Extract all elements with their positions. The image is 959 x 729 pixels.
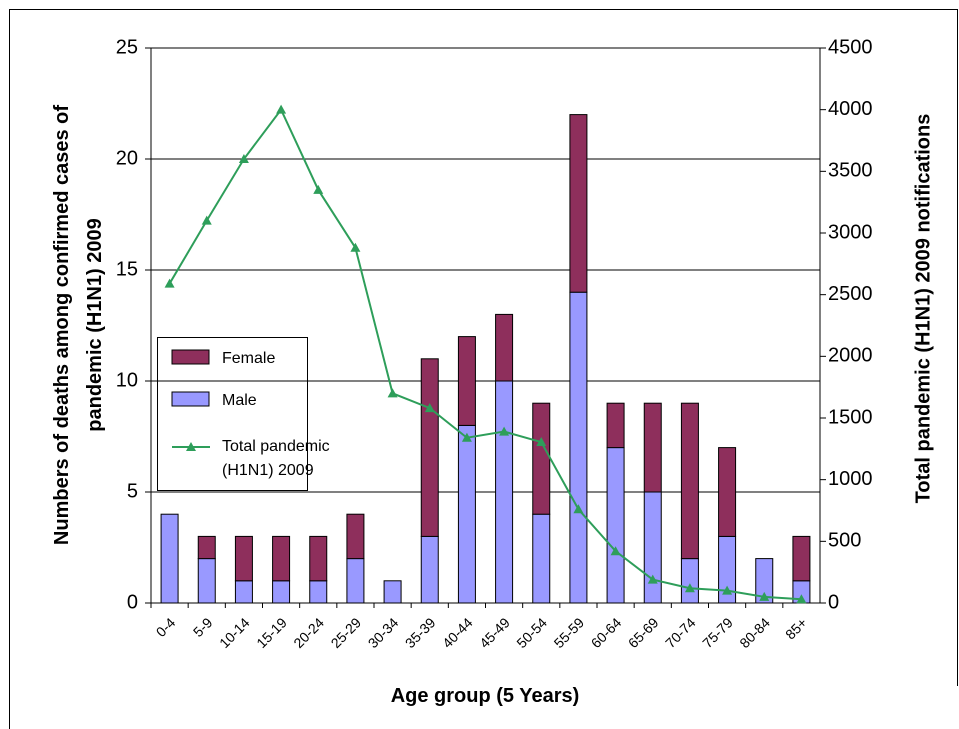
bar — [346, 513, 365, 560]
x-tick-label: 25-29 — [328, 614, 365, 651]
bar — [457, 424, 476, 604]
x-tick-label: 75-79 — [699, 614, 736, 651]
x-tick-label: 50-54 — [513, 614, 550, 651]
x-tick-label: 60-64 — [588, 614, 625, 651]
line-marker — [313, 184, 324, 194]
bar — [272, 580, 291, 604]
bar — [346, 558, 365, 604]
bar — [420, 535, 439, 604]
legend-swatch — [171, 349, 210, 365]
bar — [569, 114, 588, 293]
line-marker — [722, 585, 733, 595]
line-marker — [387, 388, 398, 398]
line-marker — [573, 504, 584, 514]
x-tick-label: 0-4 — [153, 614, 179, 640]
line-marker — [238, 154, 249, 163]
y2-tick-label: 3000 — [828, 221, 873, 243]
y2-tick-label: 4000 — [828, 98, 873, 120]
line-marker — [350, 242, 361, 252]
y-tick-label: 25 — [116, 36, 138, 58]
bar — [643, 491, 662, 604]
bar — [383, 580, 402, 604]
legend-swatch — [171, 391, 210, 407]
bar — [197, 558, 216, 604]
bar — [680, 402, 699, 560]
legend-label: Male — [222, 392, 257, 409]
y2-tick-label: 2000 — [828, 345, 873, 367]
line-marker — [759, 591, 770, 601]
line-marker — [796, 594, 807, 604]
y2-tick-label: 0 — [828, 591, 839, 613]
bar — [234, 580, 253, 604]
y2-tick-label: 1000 — [828, 468, 873, 490]
y2-axis-title: Total pandemic (H1N1) 2009 notifications — [912, 113, 935, 504]
y2-tick-label: 4500 — [828, 36, 873, 58]
legend-label: Female — [222, 350, 276, 367]
frame — [9, 9, 958, 729]
y-tick-label: 15 — [116, 258, 138, 280]
bar — [309, 535, 328, 582]
line-marker — [424, 403, 435, 413]
bar — [532, 513, 551, 604]
line-marker — [461, 432, 472, 442]
bar — [532, 402, 551, 515]
y-tick-label: 5 — [127, 480, 138, 502]
x-tick-label: 45-49 — [476, 614, 513, 651]
line-marker — [276, 104, 287, 114]
y-tick-label: 20 — [116, 147, 138, 169]
bar — [234, 535, 253, 582]
x-tick-label: 40-44 — [439, 614, 476, 651]
line-marker — [499, 426, 510, 436]
x-tick-label: 55-59 — [551, 614, 588, 651]
bar — [606, 447, 625, 604]
bar — [197, 535, 216, 560]
line-marker — [164, 278, 175, 288]
line-marker — [684, 583, 695, 593]
x-tick-label: 85+ — [782, 614, 810, 642]
legend-marker — [186, 442, 196, 451]
y-axis-title: Numbers of deaths among confirmed cases … — [51, 104, 106, 546]
y2-tick-label: 2500 — [828, 283, 873, 305]
x-tick-label: 30-34 — [365, 614, 402, 651]
bar — [160, 513, 179, 604]
x-tick-label: 10-14 — [216, 614, 253, 651]
bar — [309, 580, 328, 604]
x-tick-label: 35-39 — [402, 614, 439, 651]
bar — [420, 358, 439, 537]
x-tick-label: 80-84 — [736, 614, 773, 651]
bar — [569, 291, 588, 604]
bar — [606, 402, 625, 449]
line-marker — [610, 546, 621, 556]
axes — [150, 48, 821, 604]
y-tick-label: 10 — [116, 369, 138, 391]
x-tick-label: 15-19 — [253, 614, 290, 651]
x-tick-label: 70-74 — [662, 614, 699, 651]
bar — [718, 447, 737, 537]
line-marker — [201, 215, 212, 225]
bar — [792, 535, 811, 582]
bar — [495, 313, 514, 382]
line-marker — [536, 437, 547, 447]
x-tick-label: 65-69 — [625, 614, 662, 651]
x-axis-title: Age group (5 Years) — [390, 685, 580, 707]
y-tick-label: 0 — [127, 591, 138, 613]
y2-tick-label: 1500 — [828, 406, 873, 428]
y2-tick-label: 3500 — [828, 160, 873, 182]
line-marker — [647, 574, 658, 584]
bar — [495, 380, 514, 604]
x-tick-label: 20-24 — [290, 614, 327, 651]
bar — [272, 535, 291, 582]
bar — [457, 336, 476, 426]
x-tick-label: 5-9 — [190, 614, 216, 640]
line — [168, 107, 802, 601]
y2-tick-label: 500 — [828, 530, 861, 552]
legend-label: Total pandemic (H1N1) 2009 — [222, 438, 330, 479]
bar — [643, 402, 662, 493]
bar — [680, 558, 699, 604]
